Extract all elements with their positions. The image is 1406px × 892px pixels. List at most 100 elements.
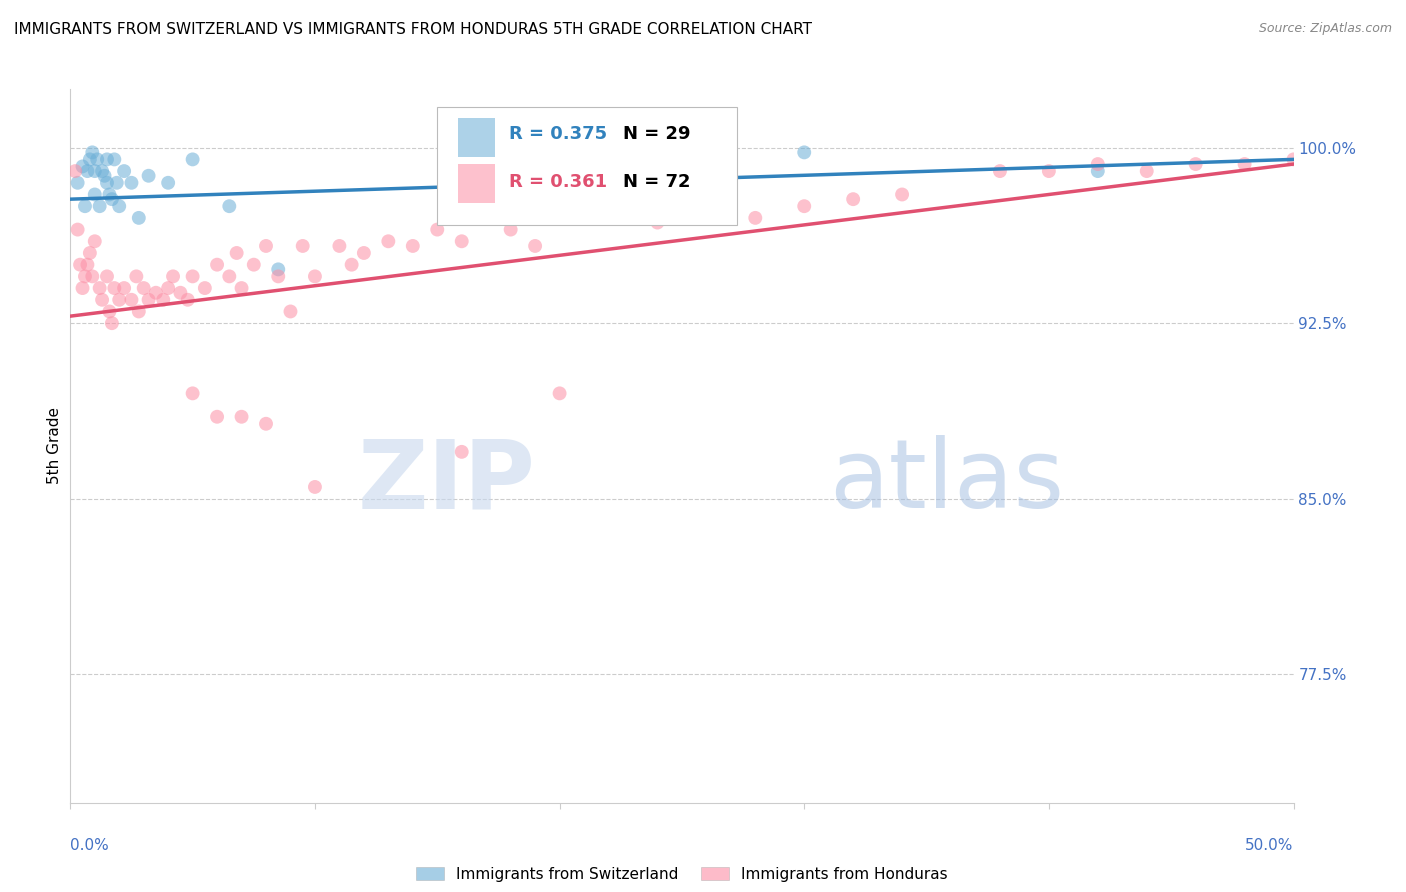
Point: [243, 258, 266, 272]
Point: [744, 211, 766, 225]
Point: [231, 281, 253, 295]
Point: [103, 281, 125, 295]
Point: [125, 269, 148, 284]
Point: [86, 153, 108, 167]
Y-axis label: 5th Grade: 5th Grade: [46, 408, 62, 484]
Text: Source: ZipAtlas.com: Source: ZipAtlas.com: [1258, 22, 1392, 36]
Point: [194, 281, 217, 295]
FancyBboxPatch shape: [437, 107, 737, 225]
Point: [93, 169, 115, 183]
Point: [83, 234, 105, 248]
Point: [695, 199, 717, 213]
Point: [98, 304, 121, 318]
Point: [340, 258, 363, 272]
Point: [1282, 153, 1305, 167]
Point: [353, 246, 375, 260]
Point: [1233, 157, 1256, 171]
Text: R = 0.361: R = 0.361: [509, 173, 607, 191]
Point: [157, 281, 180, 295]
Point: [91, 164, 114, 178]
Point: [499, 222, 522, 236]
Point: [891, 187, 914, 202]
Point: [66, 222, 89, 236]
Point: [63, 164, 86, 178]
Point: [169, 285, 191, 300]
Point: [1136, 164, 1159, 178]
Point: [89, 199, 111, 213]
Point: [69, 258, 91, 272]
Point: [96, 153, 118, 167]
Text: 50.0%: 50.0%: [1246, 838, 1294, 854]
Point: [132, 281, 155, 295]
Point: [304, 480, 326, 494]
Point: [96, 269, 118, 284]
Text: IMMIGRANTS FROM SWITZERLAND VS IMMIGRANTS FROM HONDURAS 5TH GRADE CORRELATION CH: IMMIGRANTS FROM SWITZERLAND VS IMMIGRANT…: [14, 22, 813, 37]
Point: [280, 304, 302, 318]
Text: 0.0%: 0.0%: [70, 838, 110, 854]
Point: [138, 169, 160, 183]
Point: [105, 176, 128, 190]
Point: [145, 285, 167, 300]
Point: [842, 192, 865, 206]
Point: [157, 176, 180, 190]
Point: [548, 199, 571, 213]
Point: [181, 386, 204, 401]
Point: [96, 176, 118, 190]
Point: [101, 316, 124, 330]
Point: [377, 234, 399, 248]
Point: [112, 281, 135, 295]
Point: [793, 199, 815, 213]
Point: [138, 293, 160, 307]
Point: [450, 445, 472, 459]
FancyBboxPatch shape: [458, 164, 495, 203]
Point: [205, 409, 228, 424]
Point: [177, 293, 200, 307]
Point: [181, 269, 204, 284]
Point: [82, 145, 104, 160]
Point: [524, 239, 547, 253]
Point: [218, 269, 240, 284]
Point: [91, 293, 114, 307]
Legend: Immigrants from Switzerland, Immigrants from Honduras: Immigrants from Switzerland, Immigrants …: [411, 861, 953, 888]
Point: [328, 239, 350, 253]
Point: [1087, 164, 1109, 178]
Point: [128, 211, 150, 225]
Point: [181, 153, 204, 167]
Point: [79, 246, 101, 260]
Point: [1038, 164, 1060, 178]
Point: [66, 176, 89, 190]
Point: [402, 239, 425, 253]
Point: [1184, 157, 1206, 171]
Point: [548, 386, 571, 401]
Point: [76, 258, 98, 272]
Point: [225, 246, 247, 260]
Point: [450, 234, 472, 248]
Point: [291, 239, 314, 253]
Point: [79, 153, 101, 167]
Text: R = 0.375: R = 0.375: [509, 125, 607, 143]
Point: [598, 211, 620, 225]
Point: [1087, 157, 1109, 171]
Point: [121, 176, 143, 190]
Point: [152, 293, 174, 307]
Point: [988, 164, 1011, 178]
FancyBboxPatch shape: [458, 118, 495, 157]
Point: [103, 153, 125, 167]
Point: [231, 409, 253, 424]
Point: [82, 269, 104, 284]
Point: [72, 281, 94, 295]
Point: [475, 211, 498, 225]
Point: [205, 258, 228, 272]
Text: N = 29: N = 29: [623, 125, 690, 143]
Point: [426, 222, 449, 236]
Point: [128, 304, 150, 318]
Point: [72, 160, 94, 174]
Point: [112, 164, 135, 178]
Text: N = 72: N = 72: [623, 173, 690, 191]
Point: [793, 145, 815, 160]
Point: [647, 216, 669, 230]
Point: [304, 269, 326, 284]
Point: [162, 269, 184, 284]
Point: [108, 199, 131, 213]
Point: [267, 269, 290, 284]
